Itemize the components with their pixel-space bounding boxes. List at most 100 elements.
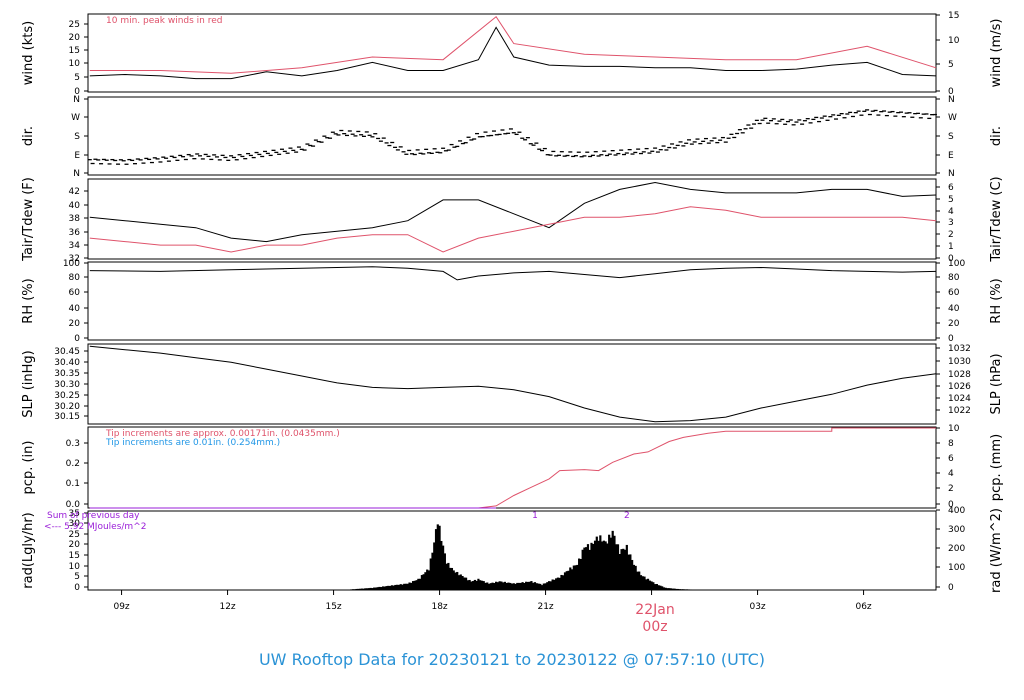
left-tick-label: 30.35 [54, 369, 80, 379]
left-tick-label: 60 [69, 288, 81, 298]
rad-marker: 1 [532, 511, 538, 521]
x-tick-label: 06z [855, 602, 871, 612]
left-tick-label: 0.1 [66, 479, 80, 489]
left-tick-label: 32 [69, 254, 80, 264]
right-tick-label: 0 [948, 500, 954, 510]
series-heated gauge [89, 427, 936, 509]
left-tick-label: 30.40 [54, 358, 80, 368]
left-tick-label: 20 [69, 540, 81, 550]
right-axis-label: pcp. (mm) [989, 434, 1004, 501]
left-tick-label: 20 [69, 33, 81, 43]
right-tick-label: W [948, 113, 957, 123]
left-tick-label: 38 [69, 214, 81, 224]
panel-pcp: 0.0 0.1 0.2 0.3 0 2 4 6 8 10 pcp. (in) pcp. (mm) Tip… [21, 424, 1004, 510]
right-tick-label: 400 [948, 506, 965, 516]
panel-frame [87, 178, 937, 260]
right-tick-label: 1032 [948, 344, 971, 354]
left-axis-label: pcp. (in) [21, 441, 36, 495]
panel-frame [87, 426, 937, 509]
right-tick-label: 8 [948, 439, 954, 449]
series-SLP [89, 345, 937, 423]
right-axis-label: rad (W/m^2) [989, 508, 1004, 593]
left-tick-label: 30.45 [54, 347, 80, 357]
right-tick-label: 10 [948, 36, 960, 46]
right-tick-label: 80 [948, 273, 960, 283]
x-tick-label: 09z [113, 602, 129, 612]
right-tick-label: 300 [948, 525, 965, 535]
right-tick-label: 200 [948, 544, 965, 554]
panel-frame [87, 343, 937, 425]
panel-temp: 32 34 36 38 40 42 0 1 2 34 5 6 Tair/Tdew (F) Tair/Tde… [21, 176, 1004, 264]
series-RH [89, 266, 937, 281]
left-tick-label: W [71, 113, 80, 123]
left-tick-label: 30.20 [54, 402, 80, 412]
left-tick-label: S [74, 132, 80, 142]
x-axis: 09z 12z 15z 18z 21z 03z 06z [113, 590, 872, 612]
left-tick-label: 10 [69, 562, 81, 572]
right-tick-label: 4 [948, 207, 954, 217]
rad-note: Sum of previous day [47, 511, 140, 521]
right-tick-label: 1024 [948, 394, 971, 404]
left-tick-label: 15 [69, 551, 80, 561]
left-tick-label: 30 [69, 519, 81, 529]
right-tick-label: 1 [948, 242, 954, 252]
x-tick-label: 18z [431, 602, 447, 612]
right-tick-label: 20 [948, 319, 960, 329]
left-tick-label: 42 [69, 187, 80, 197]
pcp-note: Tip increments are 0.01in. (0.254mm.) [105, 438, 280, 448]
chart-title: UW Rooftop Data for 20230121 to 20230122… [259, 650, 765, 669]
left-tick-label: 100 [63, 259, 80, 269]
left-axis-label: dir. [21, 126, 36, 146]
right-tick-label: 2 [948, 230, 954, 240]
left-tick-label: 15 [69, 46, 80, 56]
right-tick-label: 6 [948, 183, 954, 193]
right-tick-label: 4 [948, 469, 954, 479]
right-tick-label: 60 [948, 288, 960, 298]
series-direction [87, 109, 937, 165]
series-radiation [350, 524, 701, 590]
left-axis-label: Tair/Tdew (F) [21, 177, 36, 262]
panel-frame [87, 96, 937, 176]
left-tick-label: N [73, 169, 80, 179]
left-tick-label: 10 [69, 59, 81, 69]
right-tick-label: 100 [948, 259, 965, 269]
x-tick-label: 03z [749, 602, 765, 612]
left-tick-label: 80 [69, 273, 81, 283]
left-tick-label: 0 [74, 583, 80, 593]
right-axis-label: wind (m/s) [989, 19, 1004, 88]
panel-rh: 0 20 40 60 80 100 0 20 40 60 80 100 RH (%) RH (%) [21, 259, 1004, 344]
left-tick-label: 20 [69, 319, 81, 329]
right-tick-label: 40 [948, 304, 960, 314]
right-axis-label: SLP (hPa) [989, 353, 1004, 414]
panel-frame [87, 261, 937, 341]
left-tick-label: 25 [69, 20, 80, 30]
series-Tair [89, 181, 937, 243]
left-tick-label: 0.0 [66, 500, 81, 510]
right-tick-label: 1030 [948, 357, 971, 367]
right-tick-label: 6 [948, 454, 954, 464]
left-tick-label: E [74, 151, 80, 161]
left-tick-label: 0 [74, 87, 80, 97]
left-tick-label: 35 [69, 509, 80, 519]
series-wind [89, 26, 937, 80]
right-tick-label: 0 [948, 254, 954, 264]
right-tick-label: E [948, 151, 954, 161]
left-tick-label: 30.30 [54, 380, 80, 390]
left-axis-label: rad(Lgly/hr) [21, 512, 36, 588]
right-tick-label: 15 [948, 11, 959, 21]
left-tick-label: 25 [69, 530, 80, 540]
right-tick-label: 5 [948, 60, 954, 70]
x-tick-label: 21z [537, 602, 553, 612]
right-tick-label: S [948, 132, 954, 142]
left-tick-label: 36 [69, 228, 81, 238]
left-tick-label: 0 [74, 334, 80, 344]
left-axis-label: RH (%) [21, 278, 36, 323]
right-tick-label: 0 [948, 583, 954, 593]
left-tick-label: 34 [69, 241, 81, 251]
panel-wind: 0 5 10 15 20 25 0 5 10 15 wind (kts) wind (m/s) 10 m… [21, 11, 1004, 97]
right-axis-label: dir. [989, 126, 1004, 146]
